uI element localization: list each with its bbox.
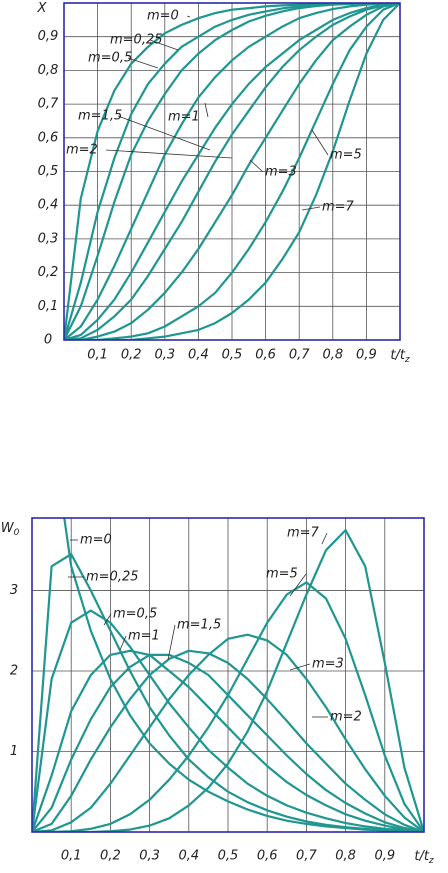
leader-line: [103, 613, 112, 626]
curve: [32, 581, 424, 832]
y-tick-label: 2: [10, 663, 18, 678]
curve: [64, 3, 400, 340]
curve: [64, 3, 400, 340]
x-tick-label: 0,1: [61, 849, 82, 864]
curve: [32, 553, 424, 832]
x-tick-label: 0,2: [100, 849, 121, 864]
y-tick-label: 0,6: [38, 130, 59, 145]
y-tick-label: 0: [44, 333, 52, 348]
curve-label: m=7: [322, 200, 355, 215]
y-tick-label: 0,5: [38, 164, 59, 179]
curve: [32, 649, 424, 832]
leader-line: [321, 532, 328, 545]
leader-line: [311, 129, 329, 156]
curve-label: m=0,5: [88, 51, 132, 66]
curve-label: m=2: [330, 710, 362, 725]
y-tick-label: 0,7: [38, 97, 59, 112]
x-tick-label: 0,5: [222, 348, 243, 363]
y-axis-label: W0: [1, 521, 20, 538]
plot-frame: [31, 517, 425, 833]
y-tick-label: 1: [10, 744, 18, 759]
y-axis-label: X: [37, 1, 48, 16]
y-tick-label: 0,8: [38, 63, 59, 78]
leader-line: [117, 115, 211, 151]
curve-label: m=3: [312, 657, 344, 672]
leader-line: [186, 15, 191, 18]
chart: 0,1 0,2 0,3 0,4 0,5 0,6 0,7 0,8 0,9 0 0,1 0,2 0,3 0,4…: [37, 1, 410, 365]
curve-label: m=5: [330, 148, 362, 163]
y-tick-label: 0,9: [38, 29, 59, 44]
y-tick-label: 0,1: [38, 299, 59, 314]
x-tick-label: 0,1: [87, 348, 108, 363]
leader-line: [289, 573, 307, 597]
curve: [32, 649, 424, 832]
curve: [64, 3, 400, 340]
chart: 0,1 0,2 0,3 0,4 0,5 0,6 0,7 0,8 0,9 1 2 3 W0 t/tz m=0 m…: [1, 517, 434, 866]
curve-label: m=1: [168, 110, 200, 125]
leader-line: [149, 39, 179, 51]
plot-frame: [63, 2, 401, 341]
curve-label: m=2: [66, 143, 98, 158]
curve-label: m=0: [147, 9, 179, 24]
x-tick-label: 0,3: [139, 849, 160, 864]
curve-label: m=1,5: [78, 109, 122, 124]
y-tick-label: 3: [10, 583, 18, 598]
x-tick-label: 0,9: [374, 849, 395, 864]
leader-line: [249, 159, 264, 173]
curve-label: m=1: [128, 629, 160, 644]
leader-line: [127, 57, 159, 69]
x-tick-label: 0,6: [257, 849, 278, 864]
curve-label: m=0,5: [113, 607, 157, 622]
leader-line: [167, 624, 176, 661]
y-tick-label: 0,2: [38, 265, 59, 280]
leader-line: [105, 149, 233, 159]
curve: [64, 3, 400, 340]
x-tick-label: 0,8: [335, 849, 356, 864]
x-tick-label: 0,5: [218, 849, 239, 864]
x-axis-label: t/tz: [414, 849, 434, 866]
x-tick-label: 0,4: [188, 348, 209, 363]
curve: [32, 609, 424, 832]
x-tick-label: 0,7: [289, 348, 310, 363]
curve-label: m=5: [266, 567, 298, 582]
x-tick-label: 0,6: [255, 348, 276, 363]
curve-label: m=0: [80, 533, 112, 548]
curve: [64, 3, 400, 340]
leader-line: [301, 206, 321, 211]
x-tick-label: 0,2: [121, 348, 142, 363]
curve-label: m=7: [287, 526, 320, 541]
curve: [64, 3, 400, 340]
x-axis-label: t/tz: [390, 348, 410, 365]
y-tick-label: 0,4: [38, 198, 59, 213]
x-tick-label: 0,8: [322, 348, 343, 363]
curve-label: m=1,5: [177, 618, 221, 633]
leader-line: [119, 635, 127, 651]
y-tick-label: 0,3: [38, 231, 59, 246]
leader-line: [289, 663, 311, 671]
x-tick-label: 0,9: [356, 348, 377, 363]
curve-label: m=3: [265, 165, 297, 180]
leader-line: [204, 102, 209, 118]
curve-label: m=0,25: [86, 570, 139, 585]
x-tick-label: 0,7: [296, 849, 317, 864]
x-tick-label: 0,4: [178, 849, 199, 864]
curve-label: m=0,25: [110, 33, 163, 48]
curve: [32, 633, 424, 832]
x-tick-label: 0,3: [154, 348, 175, 363]
curve: [64, 3, 400, 340]
